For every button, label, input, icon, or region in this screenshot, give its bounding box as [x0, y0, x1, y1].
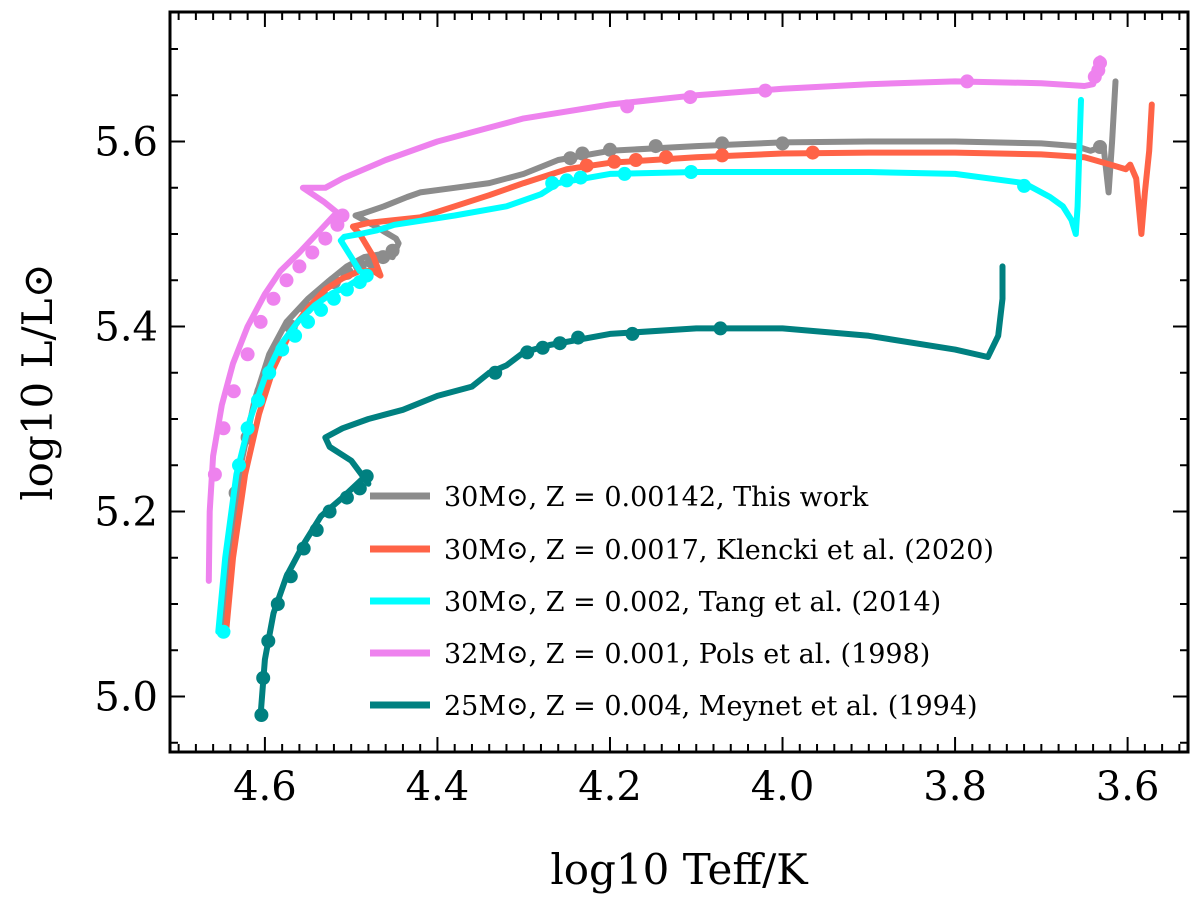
- series-marker-cyan: [301, 314, 315, 329]
- legend-label-tomato: 30M⊙, Z = 0.0017, Klencki et al. (2020): [444, 535, 994, 566]
- series-marker-cyan: [545, 176, 560, 191]
- series-marker-cyan: [617, 166, 632, 181]
- x-tick-label: 4.6: [233, 764, 297, 810]
- series-marker-cyan: [559, 173, 574, 188]
- x-tick-label: 4.2: [578, 764, 642, 810]
- series-marker-cyan: [288, 328, 303, 343]
- series-marker-tomato: [579, 158, 594, 173]
- series-marker-cyan: [216, 624, 231, 639]
- series-marker-cyan: [314, 302, 328, 317]
- series-marker-tomato: [628, 153, 643, 167]
- series-marker-gray: [575, 146, 590, 161]
- series-marker-teal: [571, 330, 586, 345]
- y-tick-labels: 5.0 5.2 5.4 5.6: [94, 120, 158, 721]
- x-tick-label: 4.4: [406, 764, 470, 810]
- series-marker-teal: [339, 490, 354, 505]
- series-marker-cyan: [251, 393, 265, 408]
- x-axis-label: log10 Teff/K: [550, 845, 809, 894]
- series-line-violet: [205, 55, 1103, 584]
- series-marker-violet: [292, 259, 307, 274]
- series-marker-cyan: [326, 291, 341, 306]
- legend-label-gray: 30M⊙, Z = 0.00142, This work: [444, 482, 869, 513]
- series-marker-teal: [256, 671, 271, 685]
- series-marker-teal: [270, 597, 285, 611]
- series-marker-gray: [715, 136, 730, 151]
- legend: 30M⊙, Z = 0.00142, This work 30M⊙, Z = 0…: [370, 482, 994, 722]
- series-teal: [254, 263, 1006, 722]
- legend-label-cyan: 30M⊙, Z = 0.002, Tang et al. (2014): [444, 587, 941, 618]
- series-marker-teal: [535, 340, 550, 355]
- series-marker-cyan: [359, 268, 374, 283]
- series-marker-violet: [1091, 63, 1106, 78]
- y-axis-label: log10 L/L⊙: [13, 263, 62, 501]
- legend-label-teal: 25M⊙, Z = 0.004, Meynet et al. (1994): [444, 691, 978, 722]
- series-marker-teal: [713, 321, 728, 336]
- series-marker-teal: [552, 336, 567, 351]
- series-cyan: [215, 96, 1084, 639]
- y-tick-label: 5.2: [94, 490, 158, 536]
- series-marker-tomato: [805, 145, 820, 160]
- series-marker-gray: [563, 151, 578, 166]
- series-marker-teal: [261, 634, 276, 648]
- series-marker-violet: [960, 74, 975, 89]
- series-marker-teal: [309, 523, 324, 537]
- series-marker-cyan: [339, 282, 354, 297]
- series-marker-gray: [648, 139, 663, 154]
- series-marker-teal: [296, 541, 311, 556]
- series-marker-teal: [352, 481, 367, 496]
- series-marker-violet: [620, 99, 635, 114]
- series-marker-violet: [305, 245, 320, 260]
- tick-layer: [170, 12, 1188, 752]
- series-marker-violet: [683, 90, 698, 105]
- series-layer: [205, 55, 1155, 722]
- x-tick-label: 4.0: [751, 764, 815, 810]
- series-marker-violet: [266, 291, 281, 306]
- series-line-teal: [257, 263, 1006, 718]
- series-marker-gray: [775, 136, 790, 151]
- series-marker-tomato: [659, 150, 674, 165]
- series-marker-gray: [603, 142, 617, 157]
- y-tick-label: 5.0: [94, 675, 158, 721]
- x-tick-labels: 4.6 4.4 4.2 4.0 3.8 3.6: [233, 764, 1159, 810]
- series-marker-teal: [520, 345, 535, 360]
- legend-label-violet: 32M⊙, Z = 0.001, Pols et al. (1998): [444, 639, 930, 670]
- series-marker-cyan: [262, 365, 277, 380]
- series-marker-cyan: [275, 342, 290, 357]
- series-marker-violet: [279, 273, 294, 288]
- series-marker-violet: [240, 347, 255, 362]
- series-marker-violet: [226, 384, 241, 399]
- series-marker-cyan: [232, 458, 246, 473]
- series-marker-violet: [253, 314, 268, 329]
- series-marker-cyan: [684, 165, 699, 179]
- series-marker-teal: [359, 469, 374, 484]
- series-line-cyan: [215, 96, 1084, 635]
- series-marker-teal: [488, 365, 503, 380]
- series-marker-tomato: [607, 154, 622, 169]
- series-marker-teal: [254, 708, 269, 722]
- series-violet: [205, 55, 1107, 584]
- series-line-tomato: [223, 101, 1155, 635]
- series-marker-tomato: [715, 148, 730, 163]
- series-marker-violet: [216, 421, 231, 436]
- series-marker-violet: [318, 231, 333, 246]
- series-marker-teal: [283, 569, 298, 584]
- series-tomato: [223, 101, 1155, 635]
- series-marker-violet: [335, 208, 350, 223]
- series-marker-cyan: [1017, 178, 1032, 193]
- x-tick-label: 3.6: [1096, 764, 1160, 810]
- y-tick-label: 5.4: [94, 305, 158, 351]
- series-marker-violet: [207, 467, 222, 482]
- series-marker-cyan: [240, 421, 255, 436]
- series-marker-teal: [625, 326, 640, 341]
- x-tick-label: 3.8: [923, 764, 987, 810]
- series-marker-cyan: [573, 170, 588, 185]
- series-marker-gray: [385, 243, 400, 258]
- y-tick-label: 5.6: [94, 120, 158, 166]
- series-marker-violet: [758, 83, 773, 98]
- series-marker-teal: [322, 504, 337, 519]
- series-marker-gray: [1093, 140, 1107, 154]
